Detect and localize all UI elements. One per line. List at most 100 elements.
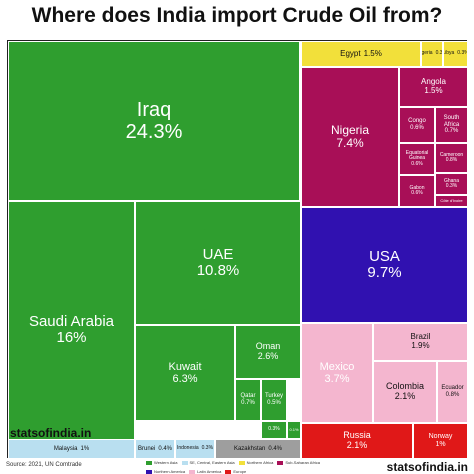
tile-cameroon: Cameroon 0.8% bbox=[435, 143, 468, 173]
tile-malaysia: Malaysia 1% bbox=[8, 439, 135, 459]
tile-value: 0.8% bbox=[445, 157, 458, 163]
tile-value: 0.5% bbox=[267, 400, 281, 406]
legend-swatch bbox=[146, 460, 152, 465]
tile-name: Equatorial Guinea bbox=[405, 149, 429, 162]
tile-algeria: Algeria0.3% bbox=[421, 41, 443, 67]
tile-name: UAE bbox=[202, 245, 234, 263]
tile-uae: UAE 10.8% bbox=[135, 201, 301, 325]
tile-egypt: Egypt 1.5% bbox=[301, 41, 421, 67]
tile-value: 0.4% bbox=[268, 445, 283, 452]
legend-swatch bbox=[189, 469, 196, 474]
legend-swatch bbox=[225, 469, 232, 474]
tile-equatorial-guinea: Equatorial Guinea 0.6% bbox=[399, 143, 435, 175]
tile-value: 1.9% bbox=[411, 341, 430, 350]
legend-item: SE, Central, Eastern Asia bbox=[181, 460, 235, 465]
legend-label: Sub-Saharan Africa bbox=[285, 460, 321, 465]
tile-value: 7.4% bbox=[336, 136, 364, 150]
tile-value: 10.8% bbox=[196, 262, 240, 279]
tile-saudi-arabia: Saudi Arabia 16% bbox=[8, 201, 135, 459]
tile-value: 0.4% bbox=[158, 445, 173, 452]
tile-c-te-d-ivoire: Côte d'Ivoire bbox=[435, 195, 468, 207]
tile-congo: Congo 0.6% bbox=[399, 107, 435, 143]
tile-name: Indonesia bbox=[176, 445, 199, 452]
tile-usa: USA 9.7% bbox=[301, 207, 468, 323]
legend-label: Europe bbox=[233, 469, 247, 474]
tile-value: 1.5% bbox=[424, 86, 443, 95]
tile-unlabeled-w3: 0.3% bbox=[261, 421, 287, 439]
tile-value: 1% bbox=[80, 445, 90, 452]
tile-value: 0.8% bbox=[445, 392, 460, 398]
tile-name: Côte d'Ivoire bbox=[440, 197, 463, 203]
tile-brunei: Brunei 0.4% bbox=[135, 439, 175, 459]
tile-russia: Russia 2.1% bbox=[301, 423, 413, 459]
legend-label: Western Asia bbox=[154, 460, 178, 465]
tile-value: 0.1% bbox=[289, 426, 299, 432]
legend-item: Latin America bbox=[189, 469, 221, 474]
legend-label: Northern Africa bbox=[246, 460, 274, 465]
tile-gabon: Gabon 0.6% bbox=[399, 175, 435, 207]
tile-colombia: Colombia 2.1% bbox=[373, 361, 437, 423]
tile-value: 2.6% bbox=[257, 351, 279, 361]
legend-swatch bbox=[146, 469, 152, 474]
tile-name: USA bbox=[369, 247, 400, 265]
legend-swatch bbox=[238, 460, 245, 465]
tile-oman: Oman 2.6% bbox=[235, 325, 301, 379]
tile-name: Kazakhstan bbox=[233, 445, 266, 452]
tile-turkey: Turkey 0.5% bbox=[261, 379, 287, 421]
tile-qatar: Qatar 0.7% bbox=[235, 379, 261, 421]
tile-value: 0.6% bbox=[411, 190, 423, 196]
tile-value: 1% bbox=[435, 441, 446, 448]
tile-name: Nigeria bbox=[330, 122, 369, 137]
tile-name: Ecuador bbox=[441, 385, 464, 392]
tile-name: Cameroon bbox=[439, 151, 464, 158]
tile-norway: Norway 1% bbox=[413, 423, 468, 459]
tile-ghana: Ghana 0.3% bbox=[435, 173, 468, 195]
tile-name: Gabon bbox=[409, 184, 425, 191]
tile-kuwait: Kuwait 6.3% bbox=[135, 325, 235, 421]
tile-name: Kuwait bbox=[168, 360, 202, 373]
tile-ecuador: Ecuador 0.8% bbox=[437, 361, 468, 423]
tile-name: Congo bbox=[408, 118, 426, 125]
brand-watermark-right: statsofindia.in bbox=[386, 460, 468, 474]
legend-item: Sub-Saharan Africa bbox=[277, 460, 320, 465]
tile-name: Egypt bbox=[340, 48, 361, 58]
tile-name: Malaysia bbox=[53, 445, 78, 452]
tile-nigeria: Nigeria 7.4% bbox=[301, 67, 399, 207]
tile-value: 24.3% bbox=[125, 121, 183, 143]
chart-title: Where does India import Crude Oil from? bbox=[31, 4, 443, 27]
tile-name: Brunei bbox=[137, 445, 156, 452]
tile-name: Libya bbox=[443, 50, 455, 57]
tile-name: Norway bbox=[428, 433, 453, 441]
tile-angola: Angola 1.5% bbox=[399, 67, 468, 107]
tile-value: 0.6% bbox=[410, 125, 424, 131]
tile-value: 0.7% bbox=[444, 128, 459, 135]
legend-label: Northern America bbox=[154, 469, 186, 474]
tile-value: 0.3% bbox=[268, 426, 280, 433]
tile-kazakhstan: Kazakhstan 0.4% bbox=[215, 439, 301, 459]
tile-brazil: Brazil 1.9% bbox=[373, 323, 468, 361]
tile-name: Brazil bbox=[410, 332, 431, 342]
tile-libya: Libya 0.3% bbox=[443, 41, 468, 67]
tile-name: Russia bbox=[343, 430, 371, 441]
tile-name: Algeria bbox=[421, 50, 433, 57]
tile-mexico: Mexico 3.7% bbox=[301, 323, 373, 423]
legend-item: Europe bbox=[225, 469, 246, 474]
tile-value: 0.3% bbox=[457, 50, 468, 57]
tile-name: Mexico bbox=[319, 360, 355, 373]
tile-value: 2.1% bbox=[346, 440, 368, 450]
tile-name: Iraq bbox=[136, 99, 172, 121]
legend: Western Asia SE, Central, Eastern Asia Nor… bbox=[146, 460, 346, 474]
legend-label: Latin America bbox=[197, 469, 222, 474]
tile-name: Qatar bbox=[240, 393, 256, 400]
tile-iraq: Iraq 24.3% bbox=[8, 41, 300, 201]
tile-name: Turkey bbox=[264, 393, 284, 400]
tile-value: 1.5% bbox=[363, 48, 382, 58]
brand-watermark-left: statsofindia.in bbox=[10, 426, 92, 440]
tile-value: 16% bbox=[56, 329, 87, 346]
tile-name: Ghana bbox=[443, 177, 459, 184]
tile-name: Colombia bbox=[385, 381, 425, 392]
legend-swatch bbox=[181, 460, 188, 465]
source-note: Source: 2021, UN Comtrade bbox=[6, 462, 82, 468]
tile-value: 0.3% bbox=[435, 50, 443, 57]
treemap: Iraq 24.3% Saudi Arabia 16% UAE 10.8% Kuwait 6.… bbox=[7, 40, 468, 459]
